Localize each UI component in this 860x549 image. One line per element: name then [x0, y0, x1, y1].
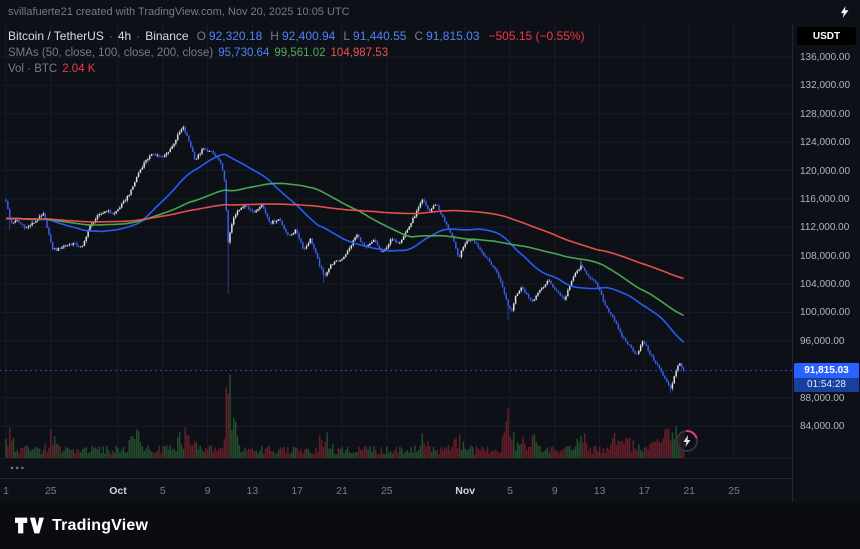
chart-legend: Bitcoin / TetherUS · 4h · Binance O 92,3…: [8, 29, 585, 79]
y-axis-tick: 112,000.00: [800, 222, 850, 234]
x-axis-tick: 9: [204, 485, 211, 497]
volume-value: 2.04 K: [62, 63, 96, 75]
lightning-icon[interactable]: [838, 5, 852, 19]
x-axis-tick: Oct: [109, 485, 127, 497]
y-axis-tick: 104,000.00: [800, 279, 851, 291]
y-axis-tick: 120,000.00: [800, 165, 851, 177]
more-options[interactable]: ...: [10, 456, 26, 473]
x-axis-tick: 1: [3, 485, 9, 497]
exchange-label: Binance: [145, 29, 189, 43]
chart-pane[interactable]: Bitcoin / TetherUS · 4h · Binance O 92,3…: [0, 24, 792, 458]
high-value: 92,400.94: [281, 29, 336, 43]
footer-brand-bar: TradingView: [0, 502, 860, 549]
x-axis-tick: 25: [728, 485, 740, 497]
volume-legend-row[interactable]: Vol · BTC 2.04 K: [8, 63, 585, 75]
sma-legend-row[interactable]: SMAs (50, close, 100, close, 200, close)…: [8, 47, 585, 59]
attribution-text: svillafuerte21 created with TradingView.…: [8, 6, 350, 18]
high-label: H: [270, 29, 279, 43]
x-axis-tick: 25: [44, 485, 57, 497]
change-value: −505.15 (−0.55%): [488, 29, 585, 43]
x-axis-tick: 25: [380, 485, 393, 497]
y-axis-tick: 132,000.00: [800, 80, 851, 92]
interval-label[interactable]: 4h: [117, 29, 132, 43]
x-axis-tick: 21: [336, 485, 348, 497]
sma-label: SMAs (50, close, 100, close, 200, close): [8, 47, 214, 59]
y-axis-tick: 84,000.00: [800, 420, 845, 432]
close-value: 91,815.03: [426, 29, 480, 43]
last-price-badge: 91,815.03: [794, 362, 859, 378]
y-axis-tick: 136,000.00: [800, 51, 851, 63]
close-label: C: [414, 29, 424, 43]
tradingview-logo-icon[interactable]: [14, 515, 44, 536]
collapsed-pane-row: ...: [0, 456, 792, 478]
legend-separator: ·: [108, 29, 113, 43]
low-value: 91,440.55: [353, 29, 407, 43]
y-axis-tick: 88,000.00: [800, 392, 845, 404]
candlestick-chart[interactable]: [0, 24, 792, 458]
legend-separator: ·: [136, 29, 141, 43]
x-axis-tick: 17: [291, 485, 304, 497]
x-axis-tick: 13: [593, 485, 606, 497]
time-axis[interactable]: 1 25 Oct 5 9 13 17 21 25 Nov 5 9 13 17 21 25: [0, 478, 792, 502]
volume-label: Vol · BTC: [8, 63, 58, 75]
x-axis-tick: 5: [507, 485, 513, 497]
symbol-title[interactable]: Bitcoin / TetherUS: [8, 29, 104, 43]
flash-refresh-icon[interactable]: [674, 428, 700, 454]
x-axis-tick: 13: [246, 485, 259, 497]
sma100-value: 99,561.02: [274, 47, 326, 59]
currency-badge: USDT: [797, 27, 856, 45]
open-label: O: [196, 29, 206, 43]
y-axis-tick: 96,000.00: [800, 335, 845, 347]
open-value: 92,320.18: [208, 29, 263, 43]
x-axis-tick: 21: [683, 485, 696, 497]
y-axis-tick: 108,000.00: [800, 250, 851, 262]
x-axis-tick: 17: [638, 485, 651, 497]
price-axis[interactable]: USDT 91,815.03 01:54:28 136,000.00 132,00…: [792, 24, 860, 502]
bar-countdown-badge: 01:54:28: [794, 377, 859, 392]
attribution-bar: svillafuerte21 created with TradingView.…: [0, 0, 860, 24]
symbol-legend-row[interactable]: Bitcoin / TetherUS · 4h · Binance O 92,3…: [8, 29, 585, 43]
y-axis-tick: 116,000.00: [800, 193, 850, 205]
low-label: L: [343, 29, 351, 43]
sma200-value: 104,987.53: [330, 47, 389, 59]
sma50-value: 95,730.64: [218, 47, 270, 59]
y-axis-tick: 128,000.00: [800, 108, 851, 120]
x-axis-tick: 9: [551, 485, 558, 497]
x-axis-tick: 5: [159, 485, 166, 497]
tradingview-wordmark[interactable]: TradingView: [52, 516, 149, 534]
y-axis-tick: 100,000.00: [800, 307, 851, 319]
y-axis-tick: 124,000.00: [800, 137, 851, 149]
x-axis-tick: Nov: [455, 485, 476, 497]
